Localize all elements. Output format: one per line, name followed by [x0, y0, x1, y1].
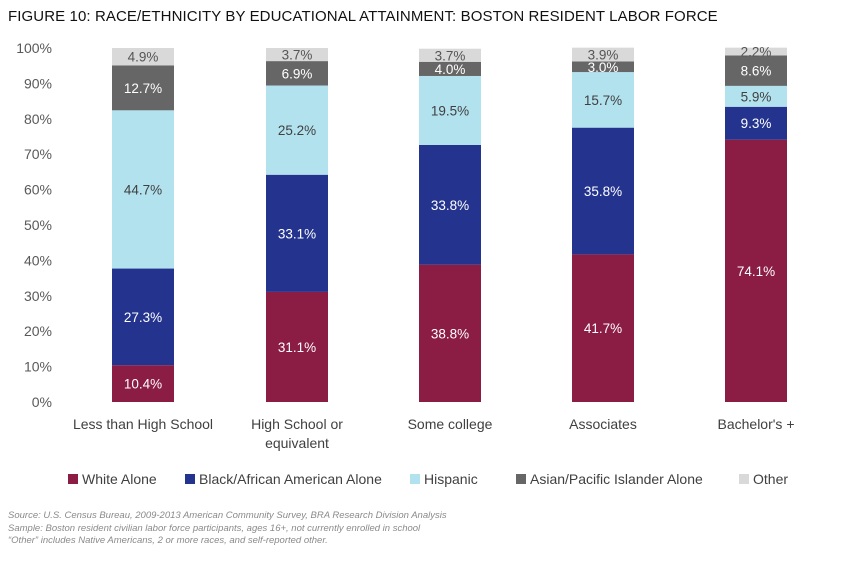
bar-segment [725, 106, 787, 140]
data-label: 44.7% [124, 182, 162, 197]
legend-label: Hispanic [424, 471, 478, 487]
data-label: 41.7% [584, 321, 622, 336]
bar-segment [266, 85, 328, 175]
y-tick-label: 50% [24, 217, 52, 233]
x-tick-label: Bachelor's + [718, 416, 795, 432]
x-tick-label: Less than High School [73, 416, 213, 432]
y-tick-label: 30% [24, 288, 52, 304]
bar-segment [419, 144, 481, 265]
y-tick-label: 0% [32, 394, 52, 410]
bar-segment [725, 47, 787, 56]
y-tick-label: 70% [24, 146, 52, 162]
bar-segment [112, 110, 174, 269]
bar-segment [112, 48, 174, 66]
data-label: 2.2% [741, 45, 772, 60]
data-label: 31.1% [278, 340, 316, 355]
data-label: 4.0% [435, 62, 466, 77]
bar-segment [572, 254, 634, 402]
data-label: 12.7% [124, 81, 162, 96]
data-label: 15.7% [584, 93, 622, 108]
data-label: 4.9% [128, 50, 159, 65]
bar-segment [266, 291, 328, 402]
legend-swatch [516, 474, 526, 484]
data-label: 3.7% [282, 48, 313, 63]
data-label: 6.9% [282, 66, 313, 81]
x-tick-label: Some college [408, 416, 493, 432]
legend-label: Black/African American Alone [199, 471, 382, 487]
y-tick-label: 80% [24, 111, 52, 127]
legend-label: Asian/Pacific Islander Alone [530, 471, 703, 487]
bar-segment [572, 61, 634, 73]
data-label: 35.8% [584, 184, 622, 199]
legend-swatch [185, 474, 195, 484]
bar-segment [266, 174, 328, 292]
legend-swatch [410, 474, 420, 484]
legend-swatch [68, 474, 78, 484]
chart-title: FIGURE 10: RACE/ETHNICITY BY EDUCATIONAL… [8, 8, 718, 25]
y-tick-label: 60% [24, 182, 52, 198]
bar-segment [112, 65, 174, 111]
legend-swatch [739, 474, 749, 484]
y-tick-label: 40% [24, 252, 52, 268]
bar-segment [266, 61, 328, 86]
y-tick-label: 100% [16, 40, 52, 56]
footnotes: Source: U.S. Census Bureau, 2009-2013 Am… [8, 510, 447, 548]
x-tick-label: Associates [569, 416, 637, 432]
bar-segment [572, 47, 634, 62]
bar-segment [572, 72, 634, 128]
y-tick-label: 20% [24, 323, 52, 339]
legend-label: White Alone [82, 471, 157, 487]
bar-segment [266, 48, 328, 62]
data-label: 25.2% [278, 123, 316, 138]
data-label: 33.1% [278, 226, 316, 241]
bar-segment [725, 55, 787, 86]
y-tick-label: 10% [24, 359, 52, 375]
data-label: 74.1% [737, 264, 775, 279]
y-tick-label: 90% [24, 75, 52, 91]
bar-segment [419, 48, 481, 62]
footnote-other: “Other” includes Native Americans, 2 or … [8, 535, 328, 546]
legend-label: Other [753, 471, 788, 487]
data-label: 8.6% [741, 64, 772, 79]
data-label: 5.9% [741, 89, 772, 104]
data-label: 3.9% [588, 48, 619, 63]
footnote-source: Source: U.S. Census Bureau, 2009-2013 Am… [8, 510, 447, 521]
bar-segment [419, 264, 481, 402]
bar-segment [725, 139, 787, 402]
data-label: 9.3% [741, 116, 772, 131]
bar-segment [419, 75, 481, 145]
x-tick-label: High School or [251, 416, 343, 432]
bar-segment [725, 85, 787, 107]
data-label: 3.0% [588, 60, 619, 75]
bar-segment [419, 61, 481, 76]
data-label: 10.4% [124, 377, 162, 392]
bar-segment [572, 127, 634, 255]
x-tick-label: equivalent [265, 435, 329, 451]
data-label: 19.5% [431, 103, 469, 118]
bar-segment [112, 365, 174, 402]
footnote-sample: Sample: Boston resident civilian labor f… [8, 522, 421, 534]
data-label: 38.8% [431, 326, 469, 341]
bar-segment [112, 268, 174, 366]
stacked-bar-chart: 0% 10% 20% 30% 40% 50% 60% 70% 80% 90% 100% 10.4% 27… [16, 40, 795, 487]
data-label: 27.3% [124, 310, 162, 325]
data-label: 33.8% [431, 198, 469, 213]
data-label: 3.7% [435, 48, 466, 63]
